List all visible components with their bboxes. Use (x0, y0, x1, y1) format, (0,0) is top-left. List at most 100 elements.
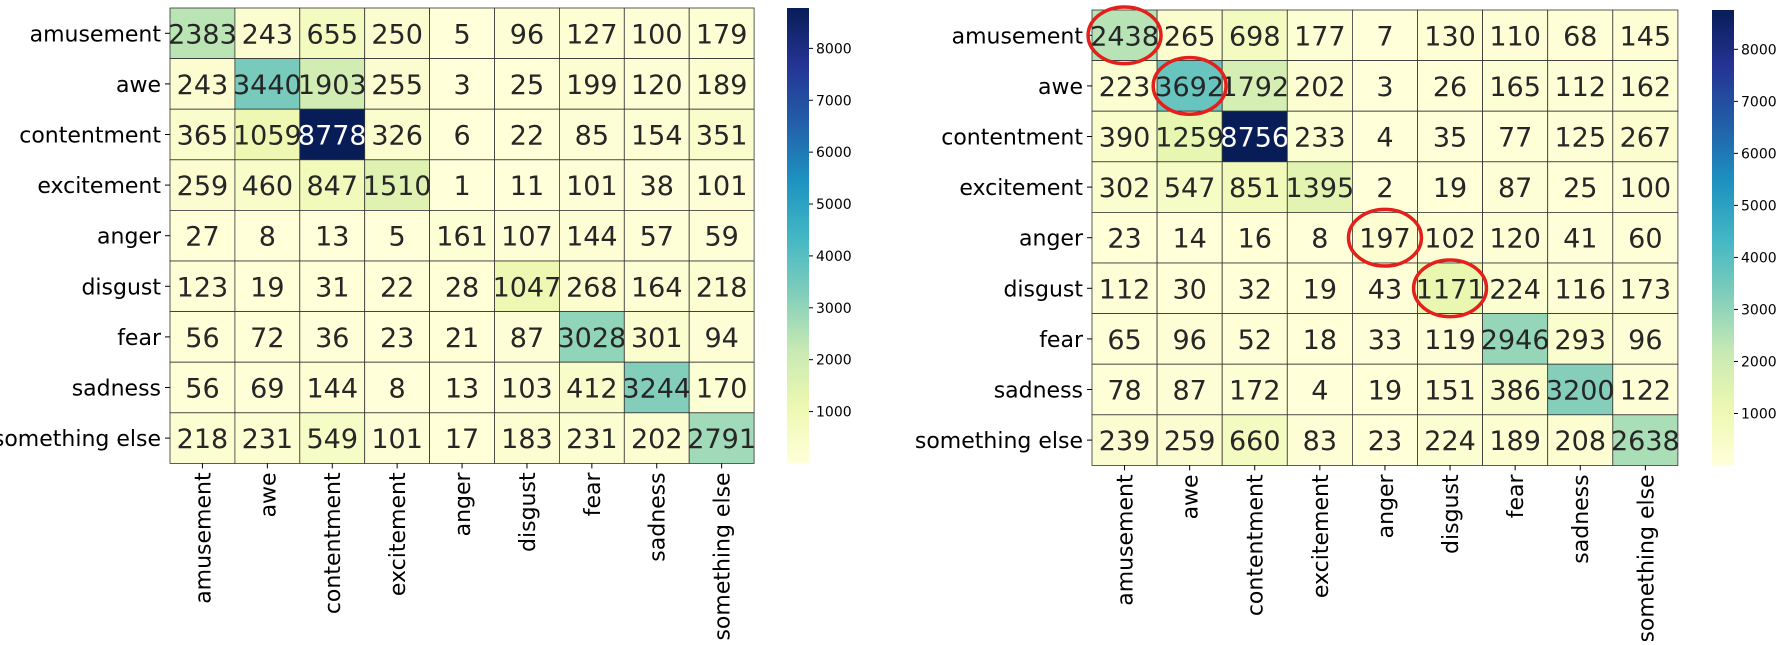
cell-value: 1903 (298, 70, 367, 101)
colorbar (787, 8, 809, 464)
heatmap-cell (429, 412, 495, 464)
cell-value: 1047 (493, 272, 562, 303)
row-label: contentment (941, 126, 1083, 151)
heatmap-cell (169, 108, 236, 161)
colorbar-tick-label: 8000 (1741, 42, 1777, 58)
cell-value: 107 (501, 222, 553, 253)
cell-value: 25 (510, 70, 544, 101)
heatmap-cell (1612, 414, 1679, 466)
heatmap-cell (169, 159, 236, 211)
cell-value: 101 (371, 424, 423, 455)
heatmap-cell (1612, 9, 1679, 61)
cell-value: 243 (242, 19, 294, 50)
heatmap-cell (364, 209, 431, 262)
cell-value: 120 (631, 70, 683, 101)
cell-value: 233 (1294, 123, 1346, 154)
heatmap-cell (494, 412, 560, 464)
row-label: awe (1038, 75, 1083, 100)
cell-value: 2 (1376, 173, 1393, 204)
cell-value: 293 (1554, 325, 1606, 356)
cell-value: 224 (1489, 274, 1541, 305)
cell-value: 660 (1229, 426, 1281, 457)
highlight-circle (1151, 55, 1228, 116)
cell-value: 4 (1376, 123, 1393, 154)
heatmap-cell (688, 108, 755, 161)
cell-value: 56 (185, 374, 219, 405)
column-label: fear (581, 471, 606, 516)
row-label: something else (0, 427, 161, 452)
heatmap-cell (429, 58, 495, 110)
cell-value: 351 (696, 121, 748, 152)
cell-value: 460 (242, 171, 294, 202)
heatmap-cell (1221, 414, 1288, 466)
heatmap-cell (1417, 60, 1483, 112)
cell-value: 223 (1099, 72, 1151, 103)
heatmap-cell (1286, 9, 1353, 61)
cell-value: 35 (1433, 123, 1467, 154)
heatmap-cell (169, 58, 236, 110)
heatmap-cell (623, 7, 690, 59)
heatmap-cell (1286, 161, 1353, 213)
cell-value: 11 (510, 171, 544, 202)
cell-value: 96 (1172, 325, 1206, 356)
cell-value: 145 (1620, 21, 1672, 52)
cell-value: 3200 (1546, 376, 1615, 407)
heatmap-cell (299, 58, 366, 110)
column-label: excitement (386, 472, 411, 596)
cell-value: 83 (1303, 426, 1337, 457)
column-label: sadness (646, 472, 671, 561)
cell-value: 1792 (1220, 72, 1289, 103)
cell-value: 231 (242, 424, 294, 455)
heatmap-cell (1612, 211, 1679, 264)
cell-value: 22 (380, 272, 414, 303)
cell-value: 19 (1368, 376, 1402, 407)
cell-value: 173 (1620, 274, 1672, 305)
heatmap-cell (623, 260, 690, 312)
cell-value: 8756 (1220, 123, 1289, 154)
cell-value: 1395 (1285, 173, 1354, 204)
cell-value: 162 (1620, 72, 1672, 103)
column-label: amusement (191, 472, 216, 604)
cell-value: 3028 (557, 323, 626, 354)
heatmap-cell (1547, 60, 1614, 112)
heatmap-cell (494, 260, 560, 312)
heatmap-cell (1482, 60, 1549, 112)
cell-value: 119 (1424, 325, 1476, 356)
cell-value: 265 (1164, 21, 1216, 52)
cell-value: 1259 (1155, 123, 1224, 154)
heatmap-cell (1612, 110, 1679, 163)
heatmap-cell (364, 108, 431, 161)
heatmap-cell (1156, 414, 1223, 466)
cell-value: 69 (250, 374, 284, 405)
cell-value: 78 (1107, 376, 1141, 407)
cell-value: 18 (1303, 325, 1337, 356)
cell-value: 243 (177, 70, 229, 101)
highlight-circle (1346, 207, 1424, 268)
heatmap-cell (1547, 110, 1614, 163)
colorbar-tick-label: 6000 (1741, 146, 1777, 162)
heatmap-cell (1286, 414, 1353, 466)
row-label: excitement (37, 174, 161, 199)
cell-value: 122 (1620, 376, 1672, 407)
cell-value: 189 (1489, 426, 1541, 457)
cell-value: 100 (1620, 173, 1672, 204)
heatmap-cell (559, 209, 625, 262)
cell-value: 101 (566, 171, 618, 202)
colorbar-tick-label: 4000 (816, 249, 852, 265)
heatmap-cell (688, 209, 755, 262)
heatmap-cell (494, 361, 560, 414)
heatmap-cell (1417, 262, 1483, 314)
cell-value: 8 (389, 374, 406, 405)
cell-value: 199 (566, 70, 618, 101)
cell-value: 120 (1489, 224, 1541, 255)
heatmap-cell (169, 209, 236, 262)
column-label: sadness (1569, 474, 1594, 563)
cell-value: 8 (1311, 224, 1328, 255)
colorbar-tick-label: 8000 (816, 41, 852, 57)
heatmap-cell (299, 361, 366, 414)
cell-value: 103 (501, 374, 553, 405)
heatmap-cell (1156, 161, 1223, 213)
heatmap-cell (169, 311, 236, 363)
